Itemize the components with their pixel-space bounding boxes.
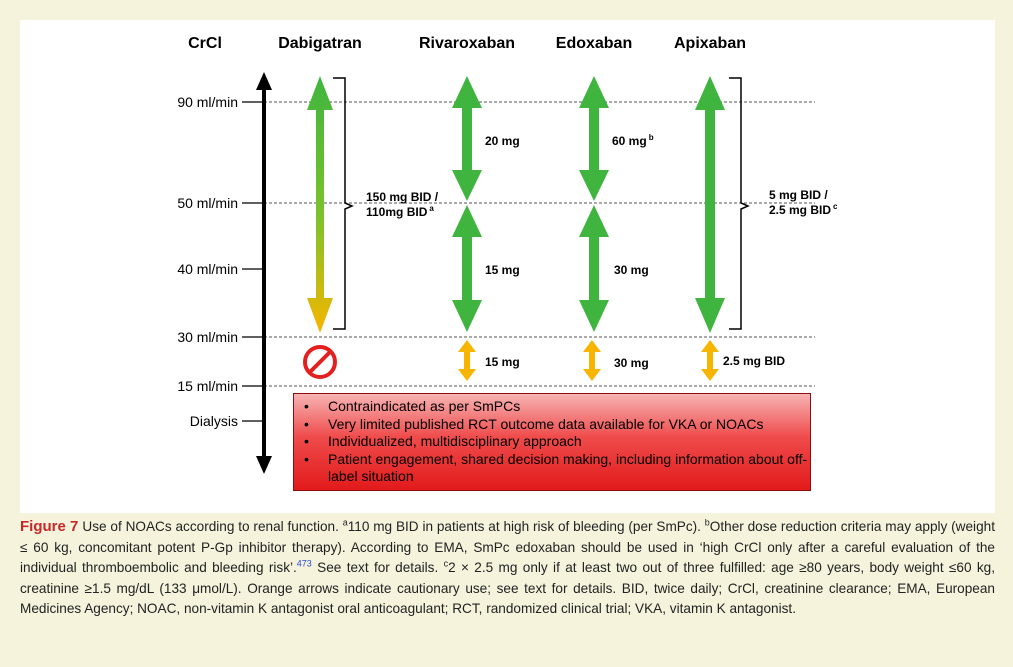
rivaroxaban-dose-high: 20 mg (485, 134, 520, 148)
apixaban-dose-line2: 2.5 mg BID c (769, 202, 838, 217)
dabigatran-arrow (307, 76, 333, 333)
dabigatran-dose-line2: 110mg BID a (366, 204, 434, 219)
edoxaban-arrow-caution (583, 340, 601, 381)
edoxaban-dose-low: 30 mg (614, 263, 649, 277)
caption-text-3: Other dose reduction criteria may apply … (20, 519, 995, 576)
rivaroxaban-arrow-caution (458, 340, 476, 381)
dabigatran-dose-line1: 150 mg BID / (366, 190, 439, 204)
level-40: 40 ml/min (177, 261, 238, 277)
caption-text-4: See text for details. (311, 560, 444, 576)
level-90: 90 ml/min (177, 94, 238, 110)
info-bullet-3: Individualized, multidisciplinary approa… (294, 433, 810, 451)
figure-label: Figure 7 (20, 518, 79, 535)
caption-text-5: 2 × 2.5 mg only if at least two out of t… (20, 560, 995, 617)
info-bullet-list: Contraindicated as per SmPCs Very limite… (294, 394, 810, 486)
apixaban-bracket (729, 77, 750, 330)
level-50: 50 ml/min (177, 195, 238, 211)
dosing-diagram: CrCl Dabigatran Rivaroxaban Edoxaban Api… (177, 35, 838, 474)
header-apixaban: Apixaban (674, 35, 746, 52)
apixaban-dose-line1: 5 mg BID / (769, 188, 828, 202)
figure-caption: Figure 7 Use of NOACs according to renal … (20, 517, 995, 620)
caption-sup-c: c (443, 558, 449, 569)
info-bullet-1: Contraindicated as per SmPCs (294, 398, 810, 416)
level-30: 30 ml/min (177, 329, 238, 345)
low-crcl-info-box: Contraindicated as per SmPCs Very limite… (293, 393, 811, 491)
prohibition-icon (303, 345, 337, 379)
edoxaban-arrow-high (579, 76, 609, 201)
edoxaban-dose-caution: 30 mg (614, 356, 649, 370)
caption-text-1: Use of NOACs according to renal function… (82, 519, 343, 534)
caption-sup-b: b (704, 517, 710, 528)
info-bullet-2: Very limited published RCT outcome data … (294, 416, 810, 434)
level-15: 15 ml/min (177, 378, 238, 394)
rivaroxaban-arrow-high (452, 76, 482, 201)
apixaban-dose-caution: 2.5 mg BID (723, 354, 785, 368)
rivaroxaban-dose-low: 15 mg (485, 263, 520, 277)
header-dabigatran: Dabigatran (278, 35, 362, 52)
apixaban-arrow-caution (701, 340, 719, 381)
header-crcl: CrCl (188, 35, 222, 52)
header-rivaroxaban: Rivaroxaban (419, 35, 515, 52)
rivaroxaban-arrow-low (452, 205, 482, 332)
info-bullet-4: Patient engagement, shared decision maki… (294, 451, 810, 486)
caption-sup-a: a (342, 517, 348, 528)
header-edoxaban: Edoxaban (556, 35, 632, 52)
dabigatran-bracket (333, 77, 354, 330)
crcl-axis-arrow (256, 72, 272, 474)
caption-reference-link[interactable]: 473 (296, 558, 312, 569)
caption-text-2: 110 mg BID in patients at high risk of b… (347, 519, 705, 534)
edoxaban-arrow-low (579, 205, 609, 332)
rivaroxaban-dose-caution: 15 mg (485, 355, 520, 369)
level-dialysis: Dialysis (190, 413, 238, 429)
edoxaban-dose-high: 60 mg b (612, 133, 654, 148)
level-ticks (242, 101, 262, 422)
apixaban-arrow (695, 76, 725, 333)
dashed-guides (264, 101, 815, 387)
